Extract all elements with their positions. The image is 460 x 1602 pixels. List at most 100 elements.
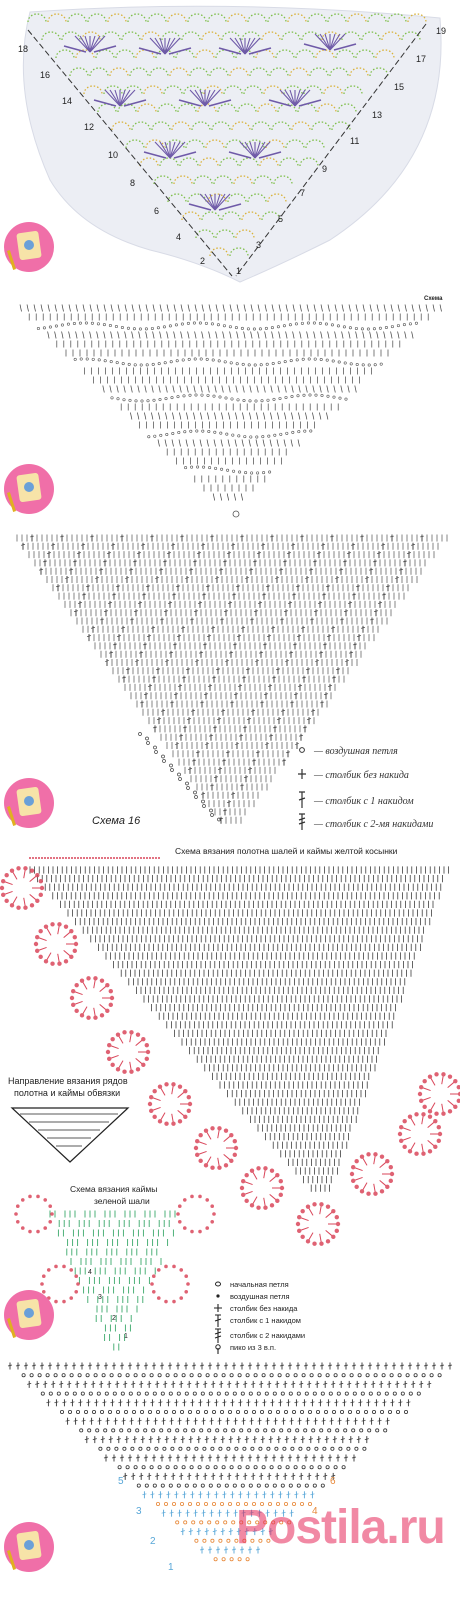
stitch-bar	[223, 610, 229, 612]
stitch-mark	[250, 331, 253, 339]
fan-motif	[268, 89, 322, 107]
stitch-bar	[80, 544, 86, 546]
border-stitch	[99, 986, 107, 992]
stitch-mark	[215, 304, 218, 312]
picot-dot	[86, 976, 91, 981]
chain-dot	[138, 327, 142, 331]
chain-dot	[338, 396, 342, 400]
stitch-mark	[243, 331, 246, 339]
motif-wing-left	[93, 99, 117, 107]
chain-dot	[217, 359, 221, 363]
picot-dot	[149, 1094, 154, 1100]
stitch-mark	[397, 304, 400, 312]
stitch-bar	[309, 618, 315, 621]
stitch-mark	[292, 304, 295, 312]
stitch-mark	[298, 412, 301, 420]
picot-dot	[72, 934, 77, 940]
stitch-mark	[75, 304, 78, 312]
chain-dot	[186, 321, 190, 325]
chain-dot	[314, 393, 318, 397]
motif-wing-right	[123, 99, 147, 107]
stitch-bar	[296, 635, 302, 637]
stitch-mark	[327, 304, 330, 312]
row-number: 5	[278, 214, 283, 224]
stitch-mark	[313, 304, 316, 312]
stitch-bar	[247, 768, 253, 770]
stitch-bar	[85, 585, 91, 588]
yellow-shawl-chart: Схема вязания полотна шалей и каймы желт…	[0, 846, 460, 1354]
row-number: 9	[322, 164, 327, 174]
motif-stroke	[84, 35, 91, 53]
stitch-bar	[121, 676, 127, 679]
chain-dot	[140, 399, 144, 403]
stitch-bar	[252, 560, 258, 563]
chain-dot	[114, 325, 118, 329]
stitch-mark	[222, 331, 225, 339]
stitch-bar	[319, 701, 325, 704]
stitch-mark	[236, 331, 239, 339]
chain-dot	[272, 397, 276, 401]
stitch-bar	[50, 544, 56, 546]
motif-wing-right	[173, 151, 197, 159]
chain-dot	[80, 857, 82, 859]
stitch-mark	[123, 385, 126, 393]
picot-dot	[232, 1152, 237, 1158]
border-stitch	[74, 1000, 83, 1005]
stitch-bar	[266, 635, 272, 637]
picot-dot	[177, 1084, 183, 1089]
chain-dot	[214, 466, 218, 470]
stitch-mark	[240, 493, 244, 501]
stitch-mark	[186, 412, 189, 420]
stitch-bar	[179, 535, 185, 538]
stitch-bar	[342, 560, 348, 563]
stitch-mark	[390, 304, 393, 312]
stitch-mark	[180, 304, 183, 312]
stitch-mark	[157, 439, 160, 447]
stitch-mark	[214, 385, 217, 393]
chain-dot	[331, 359, 335, 363]
chain-dot	[54, 324, 58, 328]
stitch-mark	[173, 331, 176, 339]
stitch-bar	[276, 718, 282, 720]
stitch-mark	[256, 412, 259, 420]
chain-dot	[205, 357, 209, 361]
picot-dot	[152, 1088, 157, 1094]
stitch-bar	[317, 602, 323, 604]
chain-dot	[139, 363, 143, 367]
stitch-bar	[115, 585, 121, 588]
chain-dot	[348, 326, 352, 330]
stitch-bar	[232, 643, 238, 646]
stitch-bar	[264, 743, 270, 745]
chain-dot	[367, 363, 371, 367]
stitch-mark	[326, 385, 329, 393]
border-stitch	[57, 953, 60, 962]
picot-dot	[63, 959, 69, 964]
stitch-bar	[134, 660, 140, 662]
stitch-bar	[235, 585, 241, 588]
stitch-mark	[124, 304, 127, 312]
chain-dot	[128, 857, 130, 859]
chain-dot	[177, 431, 181, 435]
motif-stroke	[159, 37, 166, 55]
stitch-mark	[292, 331, 295, 339]
motif-stroke	[254, 141, 261, 159]
stitch-bar	[233, 693, 239, 695]
stitch-bar	[212, 726, 218, 729]
stitch-bar	[174, 743, 180, 745]
stitch-mark	[207, 412, 210, 420]
stitch-mark	[158, 412, 161, 420]
chain-dot	[68, 857, 70, 859]
row-number: 10	[108, 150, 118, 160]
stitch-bar	[38, 568, 44, 571]
stitch-bar	[385, 585, 391, 588]
legend-text-3: — столбик с 1 накидом	[313, 796, 414, 807]
chain-dot	[297, 430, 301, 434]
chain-dot	[226, 468, 230, 472]
chart-label: Схема	[424, 296, 443, 302]
stitch-mark	[290, 439, 293, 447]
stitch-bar	[220, 710, 226, 712]
motif-stroke	[284, 89, 296, 107]
stitch-bar	[364, 577, 370, 579]
stitch-mark	[242, 385, 245, 393]
stitch-bar	[331, 676, 337, 679]
